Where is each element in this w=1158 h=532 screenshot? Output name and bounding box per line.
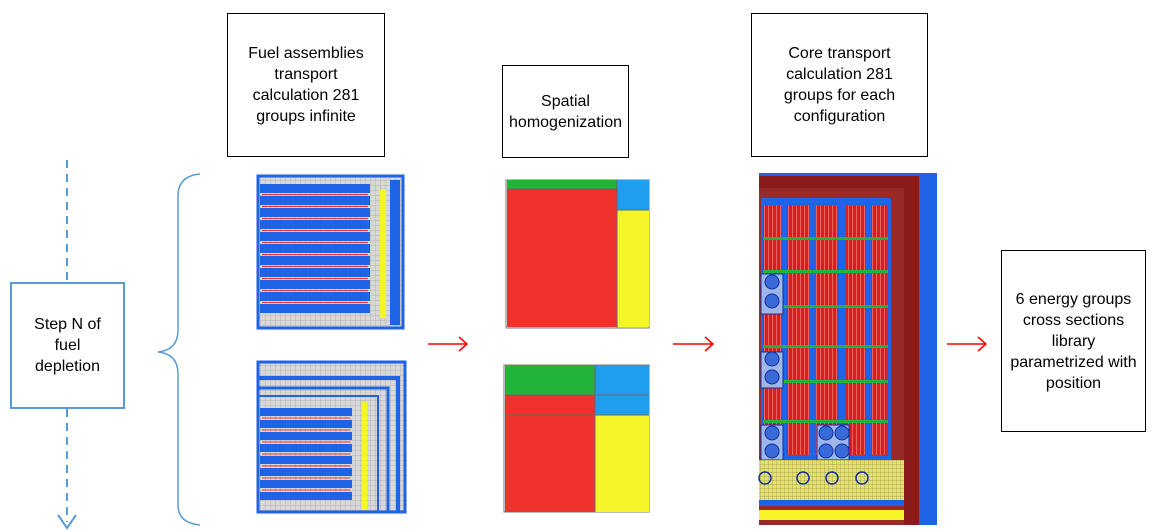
- homogenized-assembly-2-image: [503, 364, 650, 513]
- down-arrow-icon: [57, 514, 77, 530]
- spatial-homogenization-step-box: Spatial homogenization: [502, 65, 629, 158]
- core-transport-step-box: Core transport calculation 281 groups fo…: [751, 13, 928, 157]
- brace-icon: [157, 173, 201, 526]
- fuel-assembly-1-image: [256, 174, 405, 330]
- homogenized-assembly-1-image: [505, 179, 650, 329]
- core-transport-step-label: Core transport calculation 281 groups fo…: [783, 45, 896, 125]
- arrow-to-homogenization-icon: [428, 336, 469, 352]
- output-library-step-label: 6 energy groups cross sections library p…: [1010, 290, 1137, 392]
- fuel-assemblies-step-box: Fuel assemblies transport calculation 28…: [227, 13, 385, 157]
- spatial-homogenization-step-label: Spatial homogenization: [509, 92, 622, 131]
- fuel-assemblies-step-label: Fuel assemblies transport calculation 28…: [248, 45, 364, 125]
- depletion-step-box: Step N of fuel depletion: [10, 282, 125, 409]
- fuel-assembly-2-image: [256, 360, 407, 514]
- depletion-loop-line: [57, 160, 77, 530]
- depletion-step-label: Step N of fuel depletion: [34, 316, 101, 375]
- arrow-to-library-icon: [947, 336, 988, 352]
- core-map-image: [758, 173, 937, 525]
- arrow-to-core-icon: [673, 336, 715, 352]
- output-library-step-box: 6 energy groups cross sections library p…: [1001, 250, 1146, 432]
